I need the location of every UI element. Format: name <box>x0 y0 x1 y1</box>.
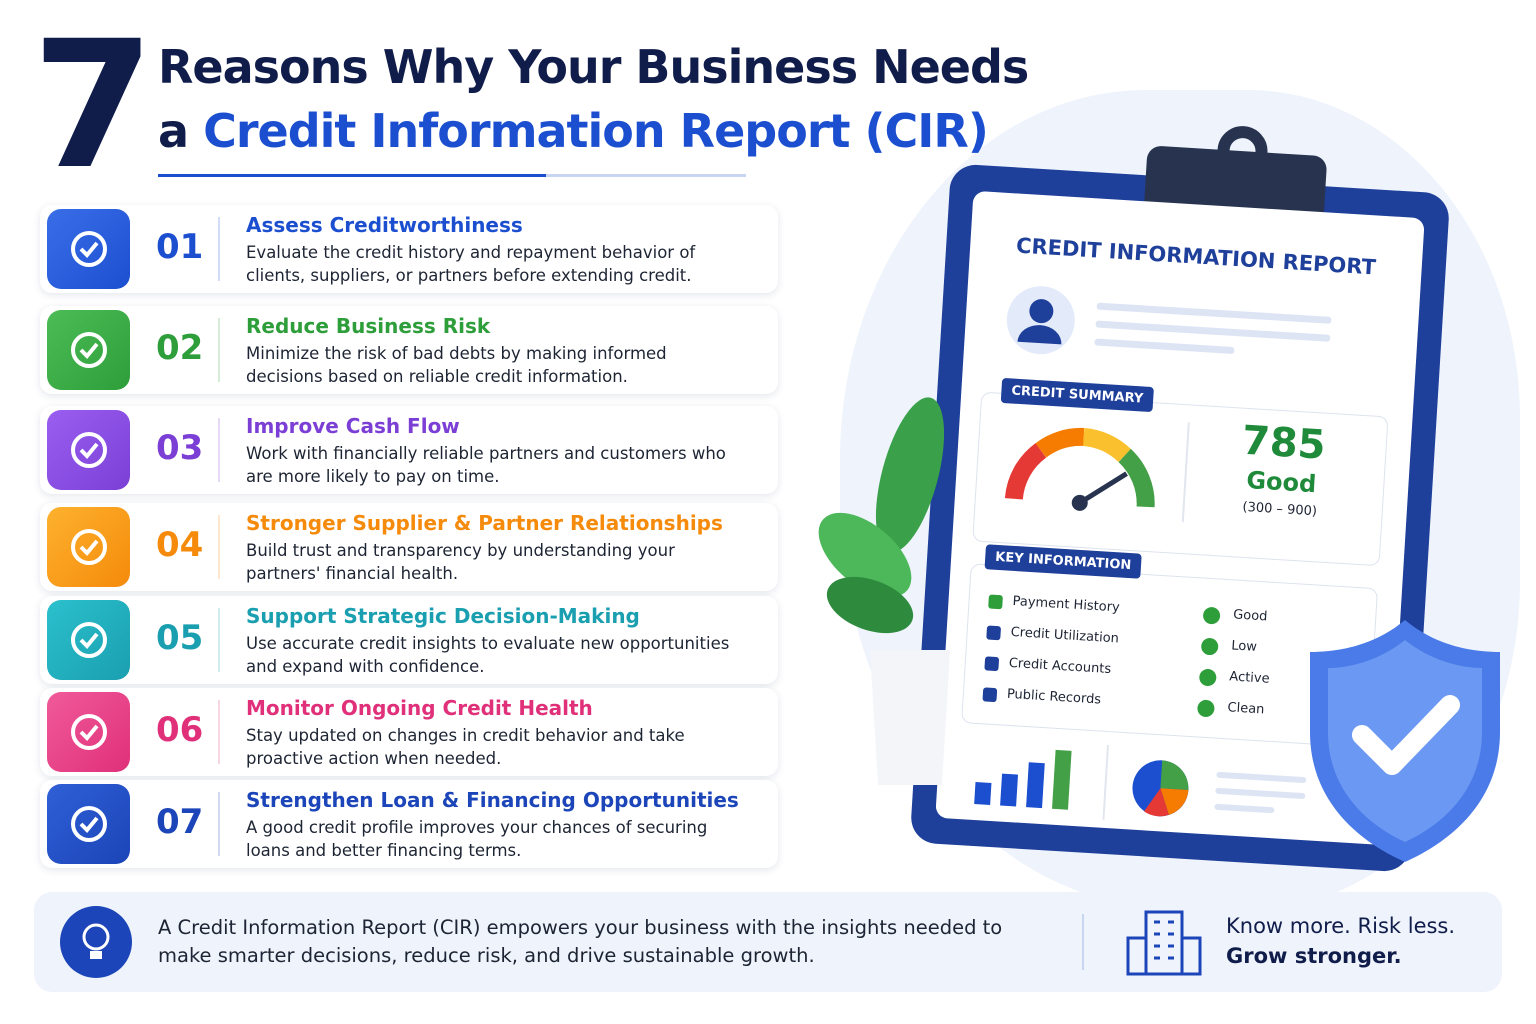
reason-divider <box>218 418 220 482</box>
reason-icon <box>47 507 130 587</box>
reason-card: 03 Improve Cash Flow Work with financially… <box>40 406 778 494</box>
reason-title: Support Strategic Decision-Making <box>246 604 640 628</box>
item-status: Good <box>1232 607 1268 625</box>
reason-title: Assess Creditworthiness <box>246 213 523 237</box>
reason-title: Reduce Business Risk <box>246 314 491 338</box>
reason-card: 02 Reduce Business Risk Minimize the risk … <box>40 306 778 394</box>
reason-divider <box>218 792 220 856</box>
footer: A Credit Information Report (CIR) empowe… <box>34 892 1502 992</box>
reason-description: Minimize the risk of bad debts by making… <box>246 344 667 386</box>
footer-divider <box>1082 914 1084 970</box>
report-paper: CREDIT INFORMATION REPORT CREDIT SUMMARY… <box>935 190 1425 846</box>
icon-glyph <box>70 622 107 658</box>
reason-card: 04 Stronger Supplier & Partner Relationsh… <box>40 503 778 591</box>
footer-text: A Credit Information Report (CIR) empowe… <box>158 916 1003 967</box>
reason-number: 07 <box>156 802 204 842</box>
item-status: Clean <box>1227 700 1265 718</box>
icon-glyph <box>70 231 107 267</box>
reason-card: 05 Support Strategic Decision-Making Use a… <box>40 596 778 684</box>
reason-number: 05 <box>156 618 204 658</box>
reason-icon <box>47 410 130 490</box>
title-line2: a Credit Information Report (CIR) <box>158 104 989 158</box>
reason-icon <box>47 692 130 772</box>
reason-divider <box>218 608 220 672</box>
reason-divider <box>218 318 220 382</box>
reason-card: 06 Monitor Ongoing Credit Health Stay upda… <box>40 688 778 776</box>
profile <box>1006 286 1332 355</box>
reason-number: 04 <box>156 525 204 565</box>
title-prefix: a <box>158 104 189 158</box>
icon-glyph <box>70 332 107 368</box>
item-bullet <box>984 656 1000 672</box>
reason-icon <box>47 784 130 864</box>
reason-number: 01 <box>156 227 204 267</box>
bulb-icon <box>60 906 132 978</box>
reason-description: Build trust and transparency by understa… <box>246 541 675 583</box>
reason-divider <box>218 515 220 579</box>
icon-glyph <box>70 529 107 565</box>
slogan-line1: Know more. Risk less. <box>1226 914 1456 938</box>
reason-divider <box>218 700 220 764</box>
icon-glyph <box>70 432 107 468</box>
plant <box>818 397 950 785</box>
reason-description: Stay updated on changes in credit behavi… <box>246 726 685 768</box>
item-status: Low <box>1230 638 1258 655</box>
reason-description: Evaluate the credit history and repaymen… <box>246 243 696 285</box>
icon-glyph <box>70 714 107 750</box>
reason-title: Stronger Supplier & Partner Relationship… <box>246 511 723 535</box>
item-bullet <box>986 625 1002 641</box>
score: 785 <box>1240 417 1327 469</box>
reason-divider <box>218 217 220 281</box>
reason-icon <box>47 310 130 390</box>
reason-number: 06 <box>156 710 204 750</box>
reason-title: Monitor Ongoing Credit Health <box>246 696 593 720</box>
big-number: 7 <box>32 3 154 208</box>
reason-number: 02 <box>156 328 204 368</box>
reason-number: 03 <box>156 428 204 468</box>
reason-description: A good credit profile improves your chan… <box>246 818 708 860</box>
reason-card: 07 Strengthen Loan & Financing Opportunit… <box>40 780 778 868</box>
slogan-line2: Grow stronger. <box>1226 944 1402 968</box>
building-icon <box>1126 910 1202 976</box>
reason-description: Use accurate credit insights to evaluate… <box>246 634 730 676</box>
title-line1: Reasons Why Your Business Needs <box>158 40 1029 94</box>
reason-card: 01 Assess Creditworthiness Evaluate the cr… <box>40 205 778 293</box>
report-title: CREDIT INFORMATION REPORT <box>1015 233 1377 280</box>
gauge <box>1004 427 1155 511</box>
mini-charts <box>974 744 1307 820</box>
reason-description: Work with financially reliable partners … <box>246 444 726 486</box>
reason-icon <box>47 209 130 289</box>
shield <box>1310 620 1500 862</box>
icon-glyph <box>70 806 107 842</box>
title-highlight: Credit Information Report (CIR) <box>203 104 989 158</box>
item-status: Active <box>1228 669 1270 687</box>
reason-icon <box>47 600 130 680</box>
clipboard: CREDIT INFORMATION REPORT CREDIT SUMMARY… <box>909 124 1451 873</box>
title-underline <box>158 174 746 177</box>
reason-title: Strengthen Loan & Financing Opportunitie… <box>246 788 739 812</box>
reason-title: Improve Cash Flow <box>246 414 460 438</box>
item-bullet <box>982 687 998 703</box>
item-bullet <box>988 594 1003 610</box>
